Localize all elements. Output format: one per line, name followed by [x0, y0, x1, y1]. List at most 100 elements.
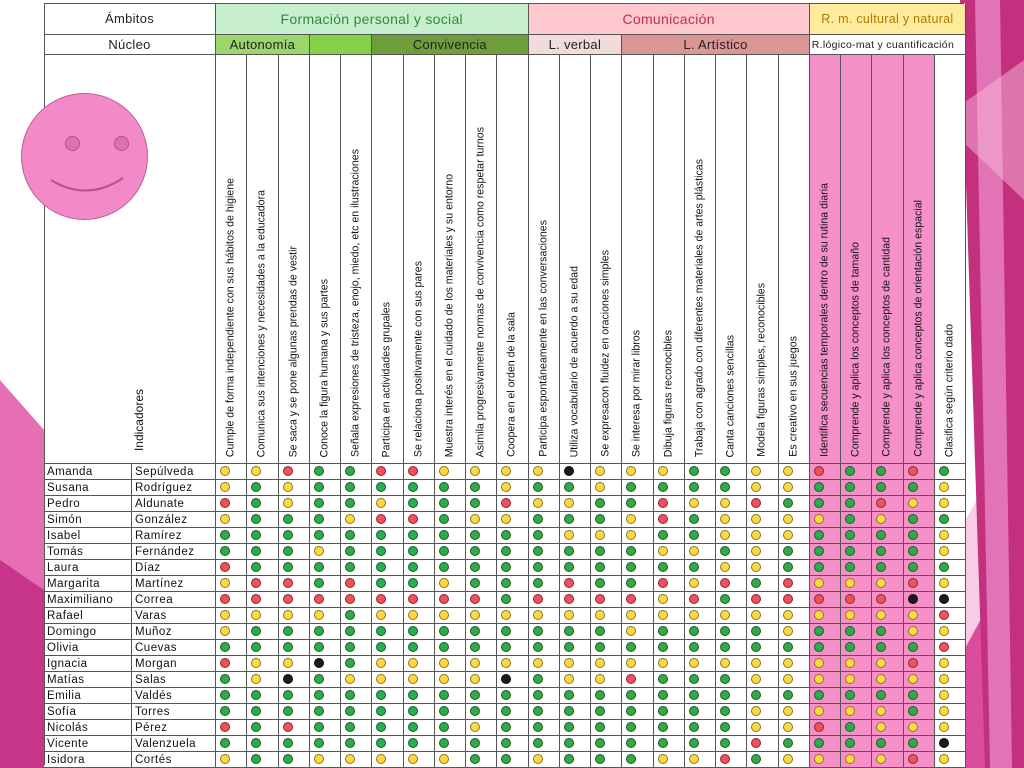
- status-dot: [782, 530, 793, 540]
- status-dot: [845, 642, 855, 652]
- mark-cell: [372, 704, 404, 720]
- status-dot: [501, 642, 512, 652]
- mark-cell: [372, 640, 404, 656]
- mark-cell: [497, 544, 529, 560]
- status-dot: [720, 706, 730, 716]
- status-dot: [563, 530, 574, 540]
- status-dot: [657, 514, 668, 524]
- mark-cell: [403, 752, 435, 768]
- student-first-name: Susana: [44, 480, 132, 496]
- mark-cell: [747, 464, 779, 480]
- status-dot: [345, 498, 355, 508]
- mark-cell: [372, 608, 404, 624]
- status-dot: [407, 754, 418, 764]
- status-dot: [220, 466, 230, 476]
- status-dot: [688, 690, 699, 700]
- mark-cell: [497, 736, 529, 752]
- mark-cell: [247, 528, 279, 544]
- mark-cell: [309, 656, 341, 672]
- indicator-label: Comprende y aplica conceptos de orientac…: [912, 200, 925, 457]
- status-dot: [688, 594, 699, 604]
- status-dot: [876, 626, 887, 636]
- status-dot: [845, 482, 855, 492]
- status-dot: [345, 466, 355, 476]
- status-dot: [595, 626, 605, 636]
- status-dot: [470, 738, 480, 748]
- status-dot: [438, 754, 449, 764]
- status-dot: [751, 594, 762, 604]
- mark-cell: [216, 640, 248, 656]
- mark-cell: [497, 512, 529, 528]
- mark-cell: [841, 736, 873, 752]
- status-dot: [907, 674, 918, 684]
- status-dot: [407, 722, 418, 732]
- mark-cell: [278, 464, 310, 480]
- status-dot: [313, 658, 324, 668]
- mark-cell: [278, 656, 310, 672]
- student-first-name: Isidora: [44, 752, 132, 768]
- status-dot: [782, 658, 793, 668]
- mark-cell: [466, 592, 498, 608]
- status-dot: [938, 482, 949, 492]
- status-dot: [845, 738, 855, 748]
- mark-cell: [622, 512, 654, 528]
- status-dot: [345, 578, 355, 588]
- status-dot: [501, 546, 512, 556]
- mark-cell: [591, 576, 623, 592]
- indicator-label: Participa espontáneamente en las convers…: [537, 220, 550, 457]
- mark-cell: [653, 640, 685, 656]
- status-dot: [751, 562, 762, 572]
- mark-cell: [591, 496, 623, 512]
- status-dot: [751, 674, 762, 684]
- mark-cell: [341, 720, 373, 736]
- status-dot: [345, 530, 355, 540]
- nucleo-4: L. Artístico: [622, 35, 810, 55]
- status-dot: [220, 578, 230, 588]
- status-dot: [907, 466, 918, 476]
- status-dot: [876, 642, 887, 652]
- status-dot: [751, 738, 762, 748]
- status-dot: [501, 514, 512, 524]
- mark-cell: [216, 592, 248, 608]
- mark-cell: [403, 576, 435, 592]
- mark-cell: [841, 464, 873, 480]
- status-dot: [220, 562, 230, 572]
- status-dot: [688, 562, 699, 572]
- mark-cell: [934, 640, 966, 656]
- status-dot: [751, 578, 762, 588]
- mark-cell: [591, 656, 623, 672]
- ambito-0: Formación personal y social: [216, 3, 529, 35]
- mark-cell: [247, 480, 279, 496]
- mark-cell: [247, 752, 279, 768]
- mark-cell: [903, 672, 935, 688]
- mark-cell: [872, 640, 904, 656]
- mark-cell: [497, 752, 529, 768]
- mark-cell: [872, 752, 904, 768]
- status-dot: [251, 706, 262, 716]
- status-dot: [532, 658, 543, 668]
- mark-cell: [934, 560, 966, 576]
- mark-cell: [341, 496, 373, 512]
- mark-cell: [247, 464, 279, 480]
- mark-cell: [278, 704, 310, 720]
- status-dot: [813, 610, 824, 620]
- status-dot: [438, 530, 449, 540]
- status-dot: [563, 674, 574, 684]
- mark-cell: [841, 608, 873, 624]
- mark-cell: [341, 512, 373, 528]
- mark-cell: [434, 640, 466, 656]
- status-dot: [438, 482, 449, 492]
- status-dot: [251, 466, 262, 476]
- mark-cell: [716, 512, 748, 528]
- status-dot: [345, 562, 355, 572]
- student-last-name: Morgan: [132, 656, 216, 672]
- mark-cell: [841, 656, 873, 672]
- status-dot: [251, 498, 262, 508]
- status-dot: [501, 578, 512, 588]
- status-dot: [563, 498, 574, 508]
- status-dot: [813, 674, 824, 684]
- mark-cell: [653, 624, 685, 640]
- mark-cell: [466, 544, 498, 560]
- status-dot: [595, 466, 605, 476]
- student-last-name: Aldunate: [132, 496, 216, 512]
